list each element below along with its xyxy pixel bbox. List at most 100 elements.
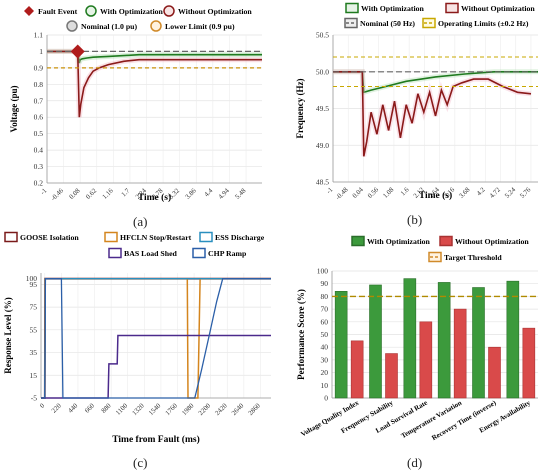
x-tick-label: 660 [84, 402, 97, 415]
x-tick-label: -0.48 [335, 186, 350, 201]
x-category-label: Recovery Time (inverse) [430, 398, 498, 442]
y-tick-label: 0.5 [34, 129, 44, 138]
series-line-ess-discharge [41, 278, 271, 399]
x-tick-label: 5.48 [234, 187, 248, 201]
y-axis-title: Performance Score (%) [296, 289, 306, 380]
legend-marker-chp-ramp [192, 247, 206, 259]
x-tick-label: -1 [39, 187, 48, 196]
y-tick-label: 55 [30, 325, 38, 334]
legend-label-with-optimization: With Optimization [361, 4, 425, 13]
bar-without-optimization-temperature-variation [453, 308, 467, 399]
y-tick-label: 0.9 [34, 63, 44, 72]
y-tick-label: 90 [321, 279, 329, 288]
x-tick-label: 0 [39, 402, 47, 410]
x-tick-label: 4.94 [217, 187, 231, 201]
y-tick-label: 49.0 [316, 141, 329, 150]
marker-fault-event [70, 44, 85, 59]
legend-label-without-optimization: Without Optimization [178, 7, 252, 16]
bar-without-optimization-energy-availability [522, 327, 536, 399]
y-axis-title: Voltage (pu) [9, 86, 19, 133]
x-tick-label: 0.56 [367, 186, 381, 200]
x-tick-label: 0.62 [85, 187, 99, 201]
x-tick-label: 1320 [131, 402, 146, 417]
y-tick-label: 0 [324, 394, 328, 403]
bar-without-optimization-recovery-time-inverse [488, 346, 501, 399]
bar-with-optimization-voltage-quality-index [334, 291, 348, 399]
legend-marker-without-optimization [439, 235, 453, 247]
legend-marker-ess-discharge [199, 231, 213, 243]
y-tick-label: 10 [321, 381, 329, 390]
legend-label-fault-event: Fault Event [38, 7, 78, 16]
series-line-hfcln-stop-restart [41, 277, 271, 399]
legend-marker-nominal-1-0-pu [66, 20, 78, 32]
y-tick-label: 95 [30, 280, 38, 289]
y-tick-label: 15 [30, 371, 38, 380]
legend-label-nominal-50-hz: Nominal (50 Hz) [360, 19, 415, 28]
legend-label-without-optimization: Without Optimization [461, 4, 535, 13]
bar-with-optimization-temperature-variation [437, 282, 451, 399]
bar-without-optimization-load-survival-rate [419, 321, 433, 399]
y-tick-label: 30 [321, 355, 329, 364]
x-tick-label: -1 [325, 186, 334, 195]
panel-label-d: (d) [407, 455, 423, 470]
x-tick-label: 2640 [231, 402, 246, 417]
y-tick-label: 49.5 [316, 104, 329, 113]
x-tick-label: 1.7 [120, 187, 131, 198]
legend-label-chp-ramp: CHP Ramp [208, 249, 247, 258]
axes-c: -5 15 35 55 75 95 0 220 440 660 880 1100 1320 1540 176… [3, 273, 271, 445]
y-tick-label: 40 [321, 343, 329, 352]
legend-d: With Optimization Without Optimization Tar… [351, 235, 529, 263]
y-tick-label: 0.7 [34, 96, 44, 105]
x-tick-label: 0.04 [352, 186, 366, 200]
legend-label-ess-discharge: ESS Discharge [215, 233, 265, 242]
legend-label-lower-limit-0-9-pu: Lower Limit (0.9 pu) [165, 22, 235, 31]
panel-label-b: (b) [407, 212, 423, 227]
x-tick-label: 4.72 [489, 186, 503, 200]
panel-label-c: (c) [133, 455, 148, 470]
bar-without-optimization-voltage-quality-index [350, 340, 364, 399]
x-tick-label: 3.86 [184, 187, 198, 201]
legend-label-nominal-1-0-pu: Nominal (1.0 pu) [81, 22, 138, 31]
axes-d: 0 10 20 30 40 50 60 70 80 90 100 Performance Score … [296, 267, 538, 442]
legend-label-operating-limits-0-2-hz: Operating Limits (±0.2 Hz) [438, 19, 529, 28]
legend-marker-with-optimization [351, 235, 365, 247]
legend-marker-without-optimization [445, 2, 459, 14]
x-tick-label: 1540 [148, 402, 163, 417]
x-category-label: Voltage Quality Index [299, 399, 360, 439]
y-tick-label: 0.3 [34, 162, 44, 171]
y-tick-label: 0.4 [34, 146, 44, 155]
bar-without-optimization-frequency-stability [385, 353, 398, 399]
legend-label-with-optimization: With Optimization [100, 7, 164, 16]
y-tick-label: 100 [317, 267, 329, 276]
legend-marker-bas-load-shed [108, 247, 122, 259]
series-line-bas-load-shed [41, 334, 271, 399]
x-tick-label: 2420 [214, 402, 229, 417]
x-tick-label: 1760 [164, 402, 179, 417]
legend-marker-lower-limit-0-9-pu [150, 20, 162, 32]
x-tick-label: 1.08 [382, 186, 396, 200]
bar-with-optimization-frequency-stability [369, 284, 382, 399]
y-tick-label: 70 [321, 305, 329, 314]
x-tick-label: 220 [51, 402, 64, 415]
legend-label-hfcln-stop-restart: HFCLN Stop/Restart [120, 233, 192, 242]
bar-with-optimization-load-survival-rate [403, 278, 417, 399]
x-axis-title: Time (s) [419, 190, 452, 201]
y-tick-label: 0.8 [34, 80, 44, 89]
x-tick-label: 4.4 [203, 187, 214, 198]
legend-marker-hfcln-stop-restart [104, 231, 118, 243]
x-tick-label: 5.24 [504, 186, 518, 200]
y-tick-label: 35 [30, 348, 38, 357]
y-tick-label: 48.5 [316, 178, 329, 187]
legend-label-with-optimization: With Optimization [367, 237, 431, 246]
y-tick-label: 80 [321, 292, 329, 301]
bar-with-optimization-recovery-time-inverse [472, 287, 485, 399]
series-line-chp-ramp [41, 278, 271, 399]
x-axis-title: Time from Fault (ms) [112, 434, 200, 445]
legend-label-bas-load-shed: BAS Load Shed [124, 249, 178, 258]
legend-marker-with-optimization [345, 2, 359, 14]
x-tick-label: 440 [67, 402, 80, 415]
y-tick-label: 1.1 [34, 31, 44, 40]
x-tick-label: 3.68 [458, 186, 472, 200]
series-line-goose-isolation [41, 277, 271, 399]
